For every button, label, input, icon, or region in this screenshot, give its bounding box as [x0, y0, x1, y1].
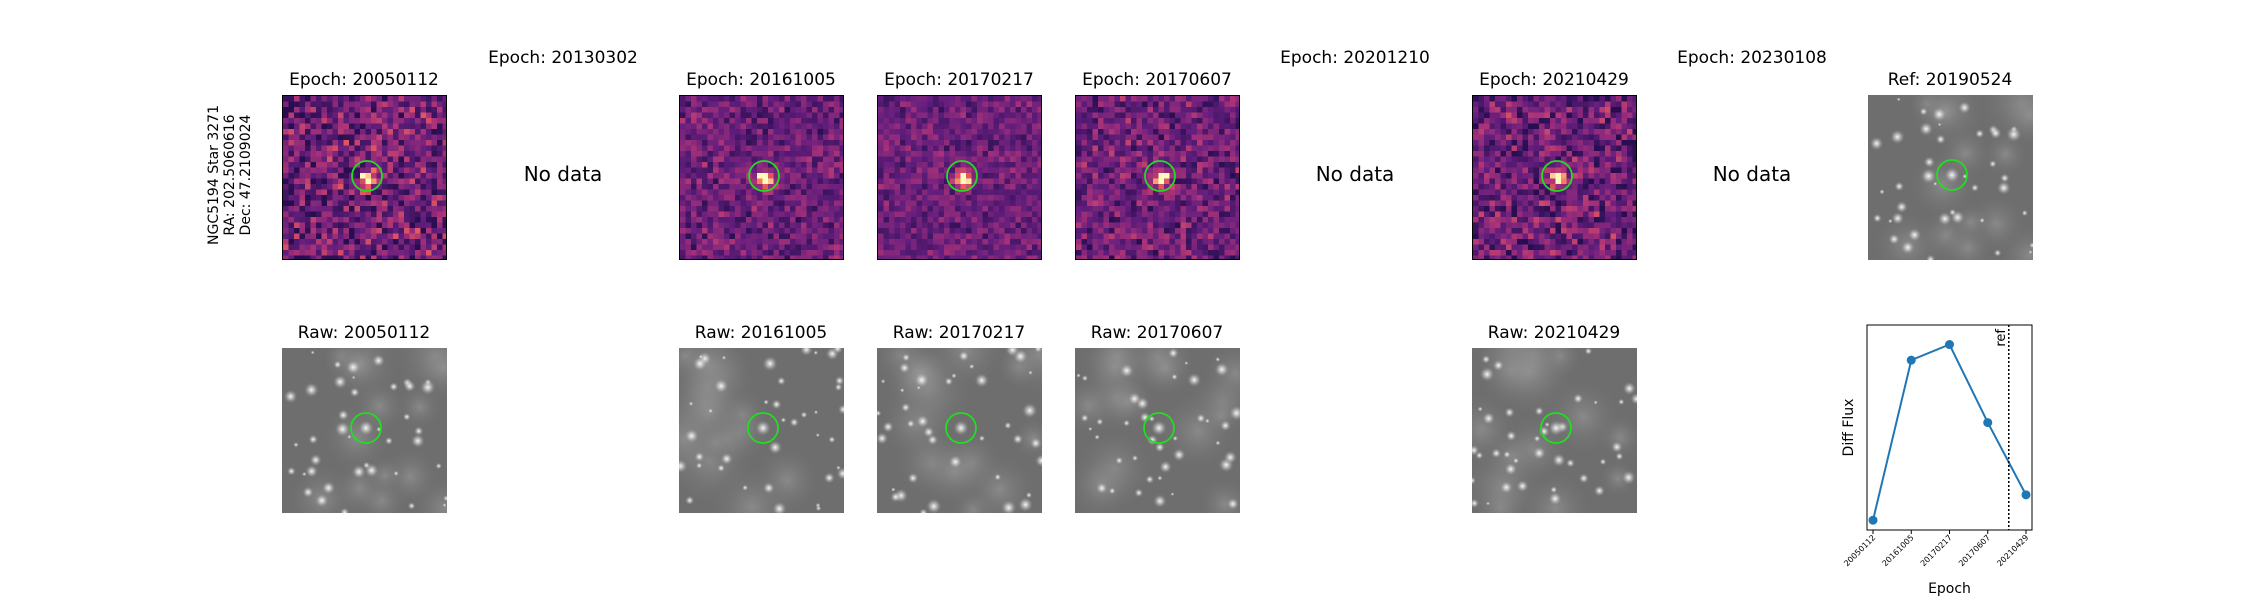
no-data-label-e2: No data	[523, 162, 603, 186]
lc-ylabel: Diff Flux	[1841, 399, 1857, 457]
raw-title-r1: Raw: 20050112	[297, 323, 431, 343]
diff-image-e7	[1471, 95, 1637, 260]
lc-point-0	[1868, 515, 1878, 525]
lc-frame	[1866, 324, 2033, 531]
lc-series-line	[1872, 343, 2027, 521]
raw-image-r7	[1471, 348, 1637, 513]
epoch-title-e7: Epoch: 20210429	[1479, 70, 1629, 90]
raw-image-r3	[678, 348, 844, 513]
lc-xlabel: Epoch	[1928, 581, 1971, 597]
diff-image-e3	[678, 95, 844, 260]
raw-title-r4: Raw: 20170217	[892, 323, 1026, 343]
raw-title-r5: Raw: 20170607	[1090, 323, 1224, 343]
lc-tick-label-4: 20210429	[1995, 533, 2030, 568]
raw-title-r3: Raw: 20161005	[694, 323, 828, 343]
ref-image	[1867, 95, 2033, 260]
lc-tick-label-0: 20050112	[1842, 533, 1877, 568]
lc-ref-label: ref	[1994, 329, 2009, 347]
no-data-label-e6: No data	[1315, 162, 1395, 186]
no-data-label-e8: No data	[1712, 162, 1792, 186]
lc-tick-label-2: 20170217	[1919, 533, 1954, 568]
ref-title: Ref: 20190524	[1887, 70, 2013, 90]
epoch-title-e4: Epoch: 20170217	[884, 70, 1034, 90]
epoch-title-e6: Epoch: 20201210	[1280, 48, 1430, 68]
lc-point-1	[1906, 355, 1916, 365]
diff-image-e5	[1074, 95, 1240, 260]
lc-tick-label-1: 20161005	[1881, 533, 1916, 568]
epoch-title-e1: Epoch: 20050112	[289, 70, 439, 90]
raw-title-r7: Raw: 20210429	[1487, 323, 1621, 343]
raw-image-r4	[876, 348, 1042, 513]
lc-point-4	[2021, 490, 2031, 500]
raw-image-r1	[281, 348, 447, 513]
diff-image-e4	[876, 95, 1042, 260]
epoch-title-e3: Epoch: 20161005	[686, 70, 836, 90]
diff-image-e1	[281, 95, 447, 260]
epoch-title-e5: Epoch: 20170607	[1082, 70, 1232, 90]
lc-point-2	[1945, 340, 1954, 350]
lc-point-3	[1983, 418, 1993, 428]
raw-image-r5	[1074, 348, 1240, 513]
epoch-title-e8: Epoch: 20230108	[1677, 48, 1827, 68]
epoch-title-e2: Epoch: 20130302	[488, 48, 638, 68]
lc-tick-label-3: 20170607	[1957, 533, 1992, 568]
